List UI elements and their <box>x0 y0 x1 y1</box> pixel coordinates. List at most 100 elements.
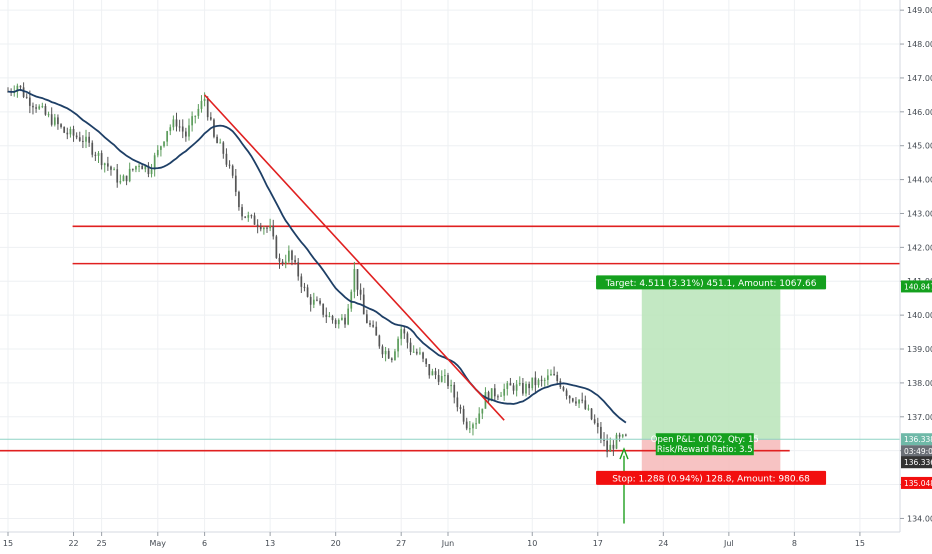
candle-body <box>422 352 424 359</box>
candle-down <box>281 259 284 266</box>
target-price-badge: 140.847 <box>901 280 932 293</box>
candle-down <box>528 381 530 396</box>
candle-down <box>116 163 119 188</box>
price-tick-label: 145.000 <box>907 142 932 151</box>
candle-down <box>60 123 62 129</box>
candle-down <box>462 405 465 425</box>
candle-body <box>506 383 509 389</box>
entry-price-badge-text: 136.338 <box>904 435 932 444</box>
candle-body <box>241 207 243 217</box>
candle-body <box>50 114 53 125</box>
candle-up <box>269 218 271 232</box>
candle-body <box>303 286 306 288</box>
candle-down <box>575 397 577 406</box>
candle-down <box>256 219 259 234</box>
candle-down <box>375 321 378 336</box>
candle-down <box>91 140 94 158</box>
candle-down <box>571 397 574 403</box>
target-price-badge-bg <box>901 280 932 293</box>
candle-down <box>32 102 34 115</box>
candle-down <box>297 258 300 281</box>
candle-body <box>250 215 253 217</box>
candle-down <box>562 385 565 392</box>
candle-down <box>362 287 365 315</box>
candle-body <box>216 136 218 144</box>
candle-body <box>25 96 28 98</box>
candle-up <box>506 380 509 396</box>
candle-down <box>72 125 75 142</box>
candle-down <box>618 432 621 442</box>
trendline[interactable] <box>204 94 505 421</box>
time-tick-label: Jul <box>723 539 734 548</box>
candle-up <box>219 138 222 144</box>
candle-body <box>244 216 247 218</box>
target-label-text: Target: 4.511 (3.31%) 451.1, Amount: 106… <box>605 279 817 289</box>
candle-up <box>481 408 484 420</box>
candle-body <box>500 395 502 397</box>
candle-body <box>269 225 271 229</box>
current-price-badge-bg <box>901 456 932 469</box>
candle-down <box>387 348 390 360</box>
position-labels[interactable]: Target: 4.511 (3.31%) 451.1, Amount: 106… <box>596 275 827 485</box>
candle-body <box>625 434 627 436</box>
entry-price-badge-bg <box>901 433 932 446</box>
candle-body <box>328 316 331 318</box>
time-tick-label: 17 <box>593 539 603 548</box>
stop-price-badge-text: 135.048 <box>904 479 932 488</box>
candle-up <box>103 162 106 173</box>
price-axis[interactable]: 134.000135.000136.000137.000138.000139.0… <box>899 0 932 550</box>
candle-body <box>534 377 537 386</box>
candle-body <box>256 224 259 227</box>
candle-body <box>91 142 94 155</box>
time-tick-label: 6 <box>202 539 207 548</box>
candle-down <box>453 382 456 404</box>
candle-up <box>122 174 125 182</box>
candle-down <box>75 132 78 140</box>
time-axis[interactable]: 15 22 25 May 6 13 20 27 Jun 10 17 24 Jul 8 15 <box>0 531 900 548</box>
candle-down <box>234 169 237 197</box>
candle-body <box>384 350 387 355</box>
candle-up <box>194 115 197 124</box>
candle-body <box>578 399 580 404</box>
candle-body <box>359 289 362 295</box>
candle-body <box>85 136 87 142</box>
candle-up <box>468 421 471 434</box>
candle-up <box>347 303 349 326</box>
candle-up <box>197 104 200 119</box>
candle-body <box>116 169 119 183</box>
candle-body <box>600 426 602 439</box>
candle-body <box>225 153 228 165</box>
candle-body <box>238 191 240 208</box>
candle-body <box>428 364 431 376</box>
candle-body <box>406 333 409 343</box>
candle-body <box>515 384 518 391</box>
candle-down <box>565 388 568 400</box>
candle-down <box>222 141 225 159</box>
candle-body <box>403 329 406 334</box>
candle-up <box>128 162 131 183</box>
time-tick-label: 15 <box>3 539 13 548</box>
candle-body <box>556 374 559 382</box>
candle-body <box>481 408 484 414</box>
time-tick-label: 27 <box>396 539 406 548</box>
candle-down <box>325 307 328 324</box>
candle-body <box>621 434 624 437</box>
candle-body <box>319 300 321 304</box>
candle-body <box>213 119 215 137</box>
candle-down <box>556 371 559 384</box>
current-price-badge: 136.336 <box>901 456 932 469</box>
time-tick-label: 22 <box>68 539 78 548</box>
candle-up <box>515 380 518 397</box>
candle-down <box>291 249 293 266</box>
candle-up <box>543 377 546 387</box>
arrow-head <box>619 447 629 460</box>
candle-body <box>606 440 609 452</box>
candle-body <box>160 146 162 150</box>
candle-body <box>409 342 412 352</box>
candle-body <box>609 444 612 452</box>
stop-label: Stop: 1.288 (0.94%) 128.8, Amount: 980.6… <box>596 470 827 485</box>
candle-body <box>266 227 268 229</box>
candle-body <box>397 338 399 352</box>
